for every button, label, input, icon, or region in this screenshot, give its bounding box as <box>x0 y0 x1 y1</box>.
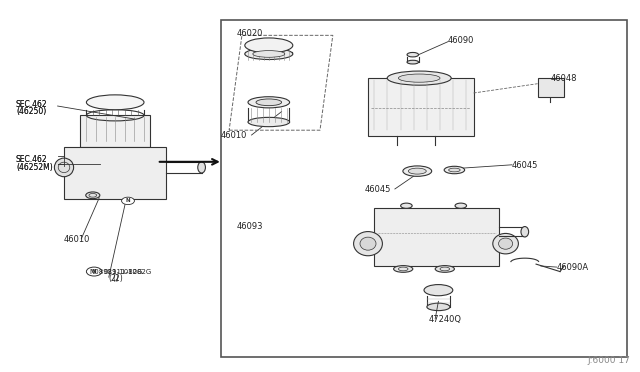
Ellipse shape <box>424 285 453 296</box>
Text: (2): (2) <box>113 274 124 283</box>
Ellipse shape <box>360 237 376 250</box>
Text: 46090A: 46090A <box>557 263 589 272</box>
Text: (46250): (46250) <box>16 107 46 116</box>
Ellipse shape <box>407 52 419 57</box>
Ellipse shape <box>122 198 134 203</box>
Text: 46048: 46048 <box>550 74 577 83</box>
Ellipse shape <box>435 266 454 272</box>
Polygon shape <box>80 115 150 147</box>
Text: 46093: 46093 <box>237 222 263 231</box>
Text: N: N <box>125 198 131 203</box>
Ellipse shape <box>427 303 450 311</box>
Ellipse shape <box>354 231 383 256</box>
Text: 08911-1082G: 08911-1082G <box>104 269 152 275</box>
Text: N08911-1082G: N08911-1082G <box>90 269 143 275</box>
Text: 46090: 46090 <box>448 36 474 45</box>
Text: SEC.462: SEC.462 <box>16 155 47 164</box>
Ellipse shape <box>455 203 467 208</box>
Text: 46045: 46045 <box>512 161 538 170</box>
Ellipse shape <box>248 97 290 108</box>
Ellipse shape <box>403 166 432 176</box>
Polygon shape <box>64 147 166 199</box>
Ellipse shape <box>444 166 465 174</box>
Ellipse shape <box>521 227 529 237</box>
Ellipse shape <box>248 118 290 127</box>
Ellipse shape <box>493 234 518 254</box>
Text: SEC.462: SEC.462 <box>16 155 47 164</box>
Ellipse shape <box>86 95 144 110</box>
Ellipse shape <box>394 266 413 272</box>
Text: (46252M): (46252M) <box>16 163 52 172</box>
Ellipse shape <box>244 38 293 53</box>
Text: (2): (2) <box>109 275 120 283</box>
Ellipse shape <box>54 158 74 177</box>
Circle shape <box>86 267 102 276</box>
Ellipse shape <box>198 162 205 173</box>
Ellipse shape <box>408 168 426 174</box>
Ellipse shape <box>407 60 419 64</box>
Polygon shape <box>368 78 474 136</box>
Bar <box>221 20 627 357</box>
Text: (46250): (46250) <box>16 107 46 116</box>
Text: 46045: 46045 <box>365 185 391 194</box>
Text: J:6000 17: J:6000 17 <box>588 356 630 365</box>
Text: SEC.462: SEC.462 <box>16 100 47 109</box>
Text: 47240Q: 47240Q <box>429 315 462 324</box>
Circle shape <box>122 197 134 205</box>
Ellipse shape <box>256 99 282 106</box>
Ellipse shape <box>244 48 293 60</box>
Text: 46010: 46010 <box>221 131 247 140</box>
Text: 46010: 46010 <box>64 235 90 244</box>
Text: SEC.462: SEC.462 <box>16 100 47 109</box>
Text: N: N <box>92 269 97 274</box>
Text: (46252M): (46252M) <box>16 163 52 172</box>
Ellipse shape <box>499 238 513 249</box>
Bar <box>538 78 564 97</box>
Polygon shape <box>374 208 499 266</box>
Ellipse shape <box>86 192 100 199</box>
Ellipse shape <box>387 71 451 85</box>
Ellipse shape <box>253 51 285 57</box>
Ellipse shape <box>449 168 460 172</box>
Ellipse shape <box>401 203 412 208</box>
Text: 46020: 46020 <box>237 29 263 38</box>
Ellipse shape <box>398 74 440 82</box>
